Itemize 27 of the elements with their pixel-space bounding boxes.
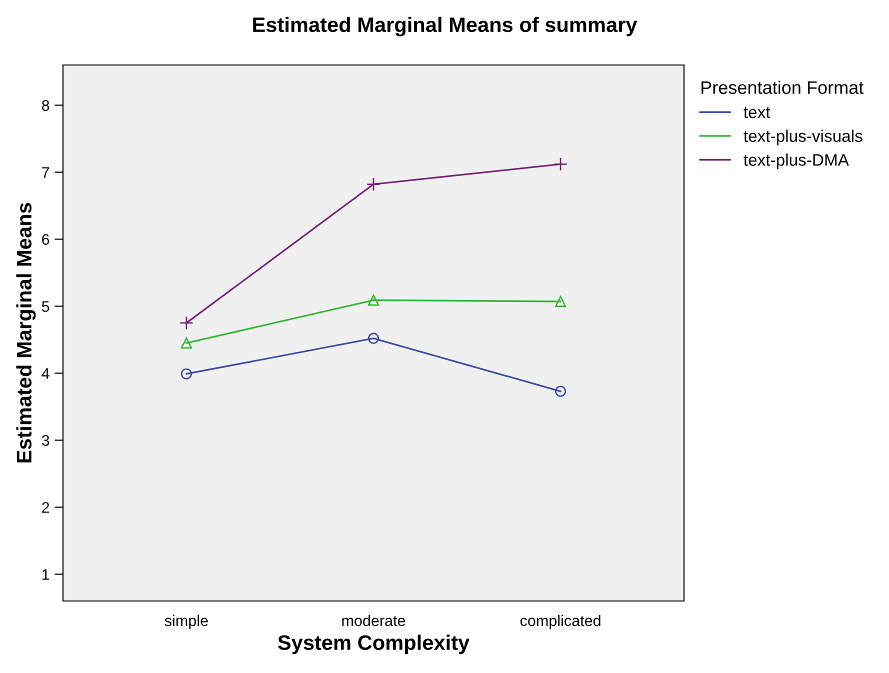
legend-label: text — [744, 107, 770, 118]
y-tick-label: 8 — [42, 100, 50, 111]
point — [368, 294, 380, 306]
point — [368, 332, 380, 344]
y-tick-label: 1 — [42, 569, 50, 580]
y-tick-label: 4 — [42, 368, 50, 379]
point — [180, 316, 194, 330]
point — [180, 337, 192, 349]
y-tick-label: 2 — [42, 502, 50, 513]
point — [554, 296, 566, 308]
x-tick-label: complicated — [520, 614, 600, 630]
legend-title: Presentation Format — [702, 80, 864, 94]
legend-label: text-plus-DMA — [744, 154, 849, 170]
y-tick-label: 3 — [42, 435, 50, 446]
y-axis-title: Estimated Marginal Means — [16, 203, 36, 462]
point — [554, 157, 568, 172]
chart-title: Estimated Marginal Means of summary — [253, 16, 638, 36]
x-axis-title: System Complexity — [278, 634, 470, 654]
point — [554, 386, 566, 397]
point — [180, 368, 192, 380]
y-tick-label: 5 — [42, 301, 50, 312]
x-tick-label: moderate — [342, 614, 406, 626]
y-tick-label: 7 — [42, 167, 50, 178]
y-tick-label: 6 — [42, 234, 50, 245]
point — [366, 177, 380, 192]
legend-label: text-plus-visuals — [744, 130, 862, 146]
x-tick-label: simple — [164, 614, 208, 630]
